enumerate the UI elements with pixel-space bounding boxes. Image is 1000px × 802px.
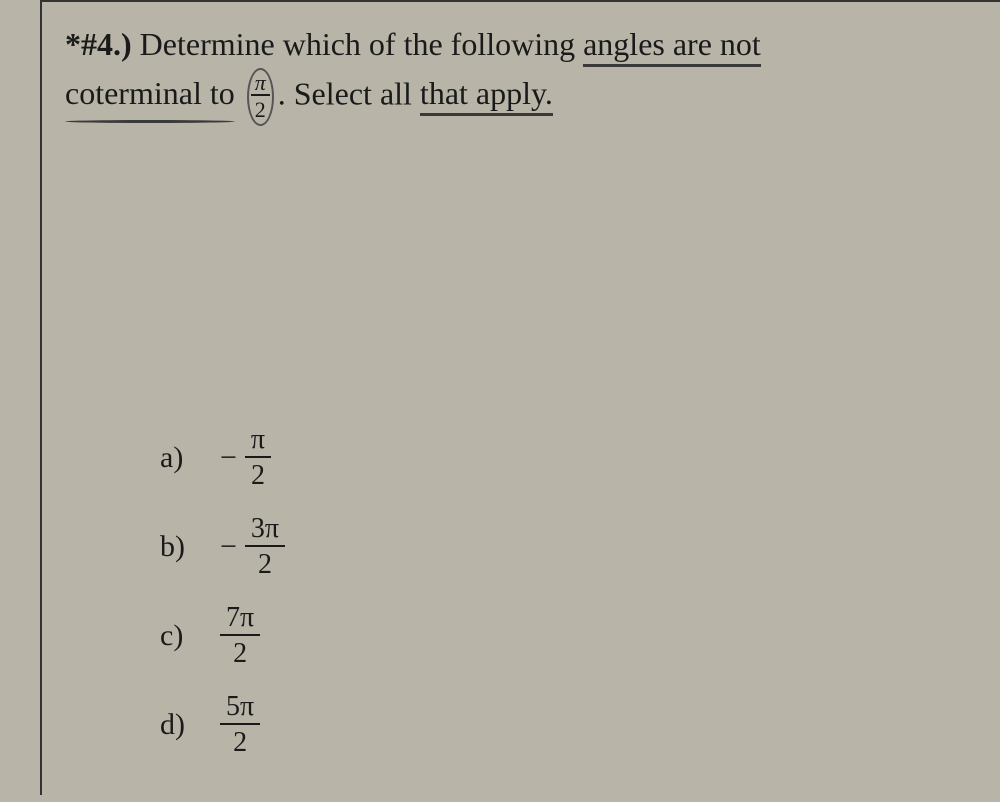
option-c-value: 7π 2 <box>220 604 260 668</box>
top-border <box>40 0 1000 2</box>
option-b-num: 3π <box>245 515 285 545</box>
option-a-fraction: π 2 <box>245 426 271 490</box>
option-c: c) 7π 2 <box>160 604 960 668</box>
option-a-label: a) <box>160 441 220 475</box>
option-c-den: 2 <box>220 634 260 668</box>
question-text-following: following <box>451 26 575 62</box>
question-number: *#4.) <box>65 26 132 62</box>
question-text-that: that apply. <box>420 75 553 116</box>
question-text-2: coterminal to <box>65 69 235 117</box>
option-c-num: 7π <box>220 604 260 634</box>
option-d-value: 5π 2 <box>220 693 260 757</box>
option-b-fraction: 3π 2 <box>245 515 285 579</box>
option-b-den: 2 <box>245 545 285 579</box>
option-c-label: c) <box>160 619 220 653</box>
option-d-label: d) <box>160 708 220 742</box>
option-a-den: 2 <box>245 456 271 490</box>
option-c-fraction: 7π 2 <box>220 604 260 668</box>
reference-angle-fraction: π 2 <box>247 68 274 126</box>
option-b-value: − 3π 2 <box>220 515 285 579</box>
option-d-fraction: 5π 2 <box>220 693 260 757</box>
option-d-num: 5π <box>220 693 260 723</box>
question-text-angles: angles are not <box>583 26 761 67</box>
ref-numerator: π <box>251 72 270 94</box>
option-b-label: b) <box>160 530 220 564</box>
option-d-den: 2 <box>220 723 260 757</box>
option-a-value: − π 2 <box>220 426 271 490</box>
option-b: b) − 3π 2 <box>160 515 960 579</box>
question-text-1: Determine which of the <box>140 26 443 62</box>
question-header: *#4.) Determine which of the following a… <box>65 20 960 126</box>
answer-options: a) − π 2 b) − 3π 2 c) <box>160 426 960 757</box>
option-a-num: π <box>245 426 271 456</box>
left-border <box>40 0 42 795</box>
option-d: d) 5π 2 <box>160 693 960 757</box>
ref-denominator: 2 <box>251 94 270 122</box>
question-text-3: . Select all <box>278 75 412 111</box>
option-b-sign: − <box>220 530 237 564</box>
question-content: *#4.) Determine which of the following a… <box>0 0 1000 802</box>
option-a-sign: − <box>220 441 237 475</box>
option-a: a) − π 2 <box>160 426 960 490</box>
